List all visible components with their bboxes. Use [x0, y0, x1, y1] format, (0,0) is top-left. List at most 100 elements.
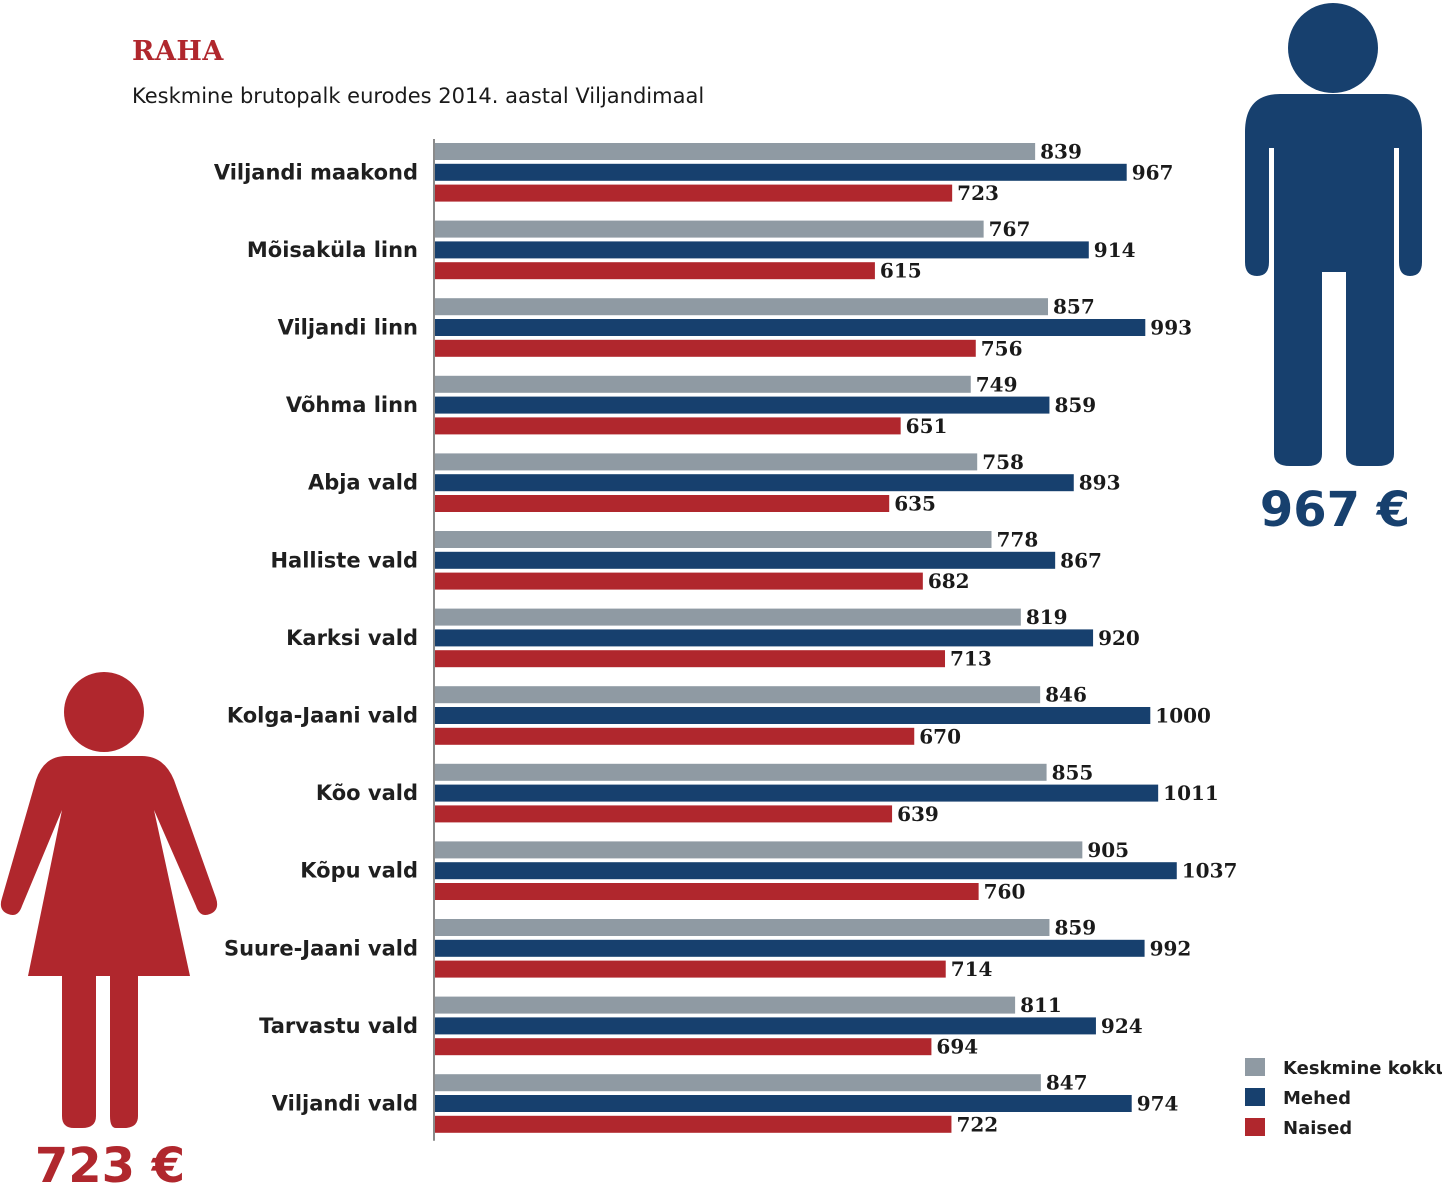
man-icon	[1245, 3, 1422, 466]
bars-group: Viljandi maakond 839 967 723 Mõisaküla linn 7…	[214, 139, 1238, 1141]
data-label: 760	[984, 880, 1026, 904]
bar-keskmine-kokku	[435, 763, 1047, 781]
chart-title: RAHA	[132, 36, 224, 67]
bar-keskmine-kokku	[435, 686, 1041, 704]
bar-keskmine-kokku	[435, 453, 978, 471]
data-label: 635	[894, 492, 936, 516]
data-label: 974	[1137, 1092, 1179, 1116]
data-label: 749	[976, 372, 1018, 396]
bar-naised	[435, 184, 953, 202]
bar-keskmine-kokku	[435, 298, 1049, 316]
data-label: 920	[1098, 626, 1140, 650]
legend-label: Keskmine kokku	[1283, 1058, 1442, 1079]
data-label: 819	[1026, 605, 1068, 629]
bar-mehed	[435, 551, 1056, 569]
data-label: 1037	[1182, 859, 1238, 883]
bar-keskmine-kokku	[435, 531, 992, 548]
bar-naised	[435, 727, 915, 745]
legend-swatch	[1245, 1058, 1265, 1076]
bar-keskmine-kokku	[435, 608, 1021, 626]
data-label: 992	[1150, 936, 1192, 960]
data-label: 993	[1150, 316, 1192, 340]
data-label: 839	[1040, 140, 1082, 164]
data-label: 859	[1054, 393, 1096, 417]
category-label: Viljandi maakond	[214, 160, 418, 184]
bar-mehed	[435, 862, 1177, 880]
data-label: 758	[982, 450, 1024, 474]
data-label: 722	[956, 1112, 998, 1136]
bar-naised	[435, 960, 946, 978]
bar-mehed	[435, 629, 1094, 647]
bar-naised	[435, 262, 875, 280]
data-label: 867	[1060, 548, 1102, 572]
data-label: 778	[997, 528, 1039, 552]
bar-mehed	[435, 939, 1145, 957]
bar-naised	[435, 805, 893, 823]
data-label: 714	[951, 957, 993, 981]
data-label: 1000	[1155, 704, 1211, 728]
data-label: 914	[1094, 238, 1136, 262]
bar-naised	[435, 650, 946, 668]
data-label: 767	[989, 217, 1031, 241]
category-label: Abja vald	[308, 471, 418, 495]
category-label: Viljandi vald	[272, 1092, 418, 1116]
women-average-value: 723 €	[34, 1138, 186, 1194]
data-label: 846	[1045, 683, 1087, 707]
bar-naised	[435, 339, 976, 357]
data-label: 694	[936, 1035, 978, 1059]
bar-mehed	[435, 707, 1151, 724]
legend-swatch	[1245, 1118, 1265, 1136]
data-label: 713	[950, 647, 992, 671]
bar-naised	[435, 417, 901, 435]
category-label: Karksi vald	[286, 626, 418, 650]
bar-naised	[435, 1038, 932, 1056]
category-label: Halliste vald	[270, 548, 418, 572]
category-label: Kõo vald	[316, 781, 418, 805]
category-label: Tarvastu vald	[259, 1014, 418, 1038]
bar-mehed	[435, 163, 1127, 181]
legend: Keskmine kokku Mehed Naised	[1245, 1058, 1442, 1139]
category-label: Mõisaküla linn	[247, 238, 418, 262]
data-label: 924	[1101, 1014, 1143, 1038]
data-label: 682	[928, 569, 970, 593]
chart-subtitle: Keskmine brutopalk eurodes 2014. aastal …	[132, 84, 705, 108]
data-label: 893	[1079, 471, 1121, 495]
bar-mehed	[435, 396, 1050, 414]
woman-icon	[0, 672, 218, 1128]
category-label: Võhma linn	[286, 393, 418, 417]
legend-swatch	[1245, 1088, 1265, 1106]
bar-keskmine-kokku	[435, 143, 1036, 160]
bar-keskmine-kokku	[435, 375, 971, 393]
data-label: 639	[897, 802, 939, 826]
data-label: 967	[1132, 160, 1174, 184]
category-label: Kõpu vald	[300, 859, 418, 883]
data-label: 847	[1046, 1071, 1088, 1095]
data-label: 857	[1053, 295, 1095, 319]
bar-keskmine-kokku	[435, 919, 1050, 936]
data-label: 723	[957, 181, 999, 205]
data-label: 670	[919, 724, 961, 748]
bar-keskmine-kokku	[435, 220, 984, 238]
data-label: 855	[1052, 760, 1094, 784]
data-label: 615	[880, 259, 922, 283]
legend-label: Mehed	[1283, 1088, 1351, 1109]
data-label: 905	[1087, 838, 1129, 862]
bar-naised	[435, 572, 923, 590]
men-average-value: 967 €	[1259, 482, 1411, 538]
bar-keskmine-kokku	[435, 996, 1016, 1014]
category-label: Viljandi linn	[278, 316, 418, 340]
bar-naised	[435, 495, 890, 512]
data-label: 1011	[1163, 781, 1219, 805]
data-label: 756	[981, 336, 1023, 360]
data-label: 859	[1054, 916, 1096, 940]
bar-mehed	[435, 241, 1089, 259]
data-label: 811	[1020, 993, 1062, 1017]
bar-mehed	[435, 474, 1074, 492]
bar-mehed	[435, 1017, 1096, 1035]
bar-keskmine-kokku	[435, 841, 1083, 859]
bar-mehed	[435, 319, 1146, 336]
bar-mehed	[435, 1095, 1132, 1112]
data-label: 651	[906, 414, 948, 438]
bar-naised	[435, 883, 979, 900]
